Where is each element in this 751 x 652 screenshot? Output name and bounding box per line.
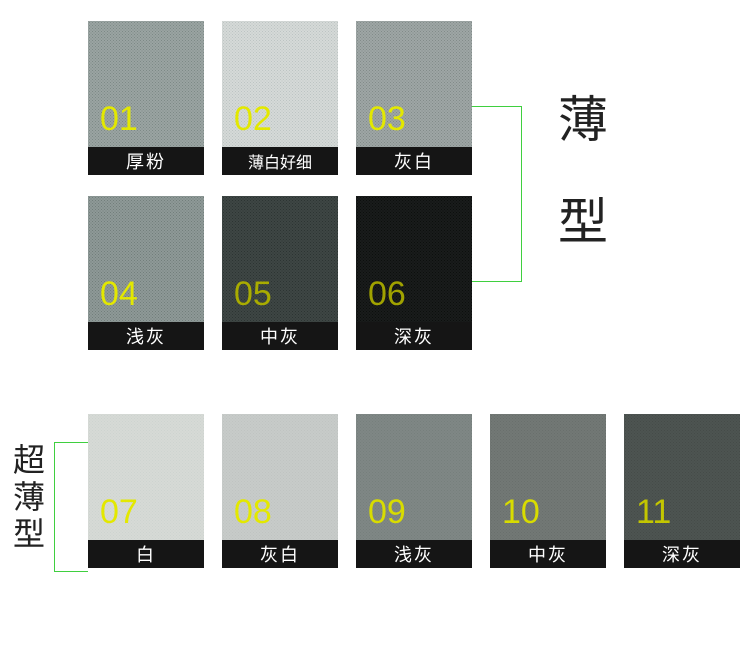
swatch-06: 06 深灰	[356, 196, 472, 350]
category-thin-char2: 型	[558, 194, 608, 252]
swatch-label: 灰白	[356, 147, 472, 175]
swatch-texture: 11	[624, 414, 740, 540]
swatch-number: 01	[100, 100, 138, 139]
swatch-07: 07 白	[88, 414, 204, 568]
swatch-label: 深灰	[356, 322, 472, 350]
swatch-number: 05	[234, 275, 272, 314]
category-thin-char1: 薄	[558, 92, 608, 150]
swatch-01: 01 厚粉	[88, 21, 204, 175]
swatch-label: 中灰	[490, 540, 606, 568]
swatch-label: 浅灰	[356, 540, 472, 568]
bracket-ultra-thin	[54, 442, 88, 572]
swatch-05: 05 中灰	[222, 196, 338, 350]
swatch-number: 07	[100, 493, 138, 532]
swatch-label: 厚粉	[88, 147, 204, 175]
swatch-label: 浅灰	[88, 322, 204, 350]
swatch-label: 白	[88, 540, 204, 568]
swatch-number: 03	[368, 100, 406, 139]
swatch-texture: 01	[88, 21, 204, 147]
bracket-thin	[472, 106, 522, 282]
swatch-number: 06	[368, 275, 406, 314]
category-label-ultra-thin: 超薄型	[12, 442, 46, 552]
swatch-label: 灰白	[222, 540, 338, 568]
swatch-texture: 07	[88, 414, 204, 540]
swatch-10: 10 中灰	[490, 414, 606, 568]
swatch-texture: 09	[356, 414, 472, 540]
swatch-number: 04	[100, 275, 138, 314]
swatch-03: 03 灰白	[356, 21, 472, 175]
swatch-08: 08 灰白	[222, 414, 338, 568]
swatch-texture: 03	[356, 21, 472, 147]
swatch-texture: 06	[356, 196, 472, 322]
swatch-04: 04 浅灰	[88, 196, 204, 350]
swatch-label: 薄白好细	[222, 147, 338, 175]
swatch-label: 深灰	[624, 540, 740, 568]
swatch-number: 08	[234, 493, 272, 532]
swatch-texture: 04	[88, 196, 204, 322]
swatch-number: 10	[502, 493, 540, 532]
swatch-label: 中灰	[222, 322, 338, 350]
swatch-number: 09	[368, 493, 406, 532]
swatch-texture: 10	[490, 414, 606, 540]
swatch-09: 09 浅灰	[356, 414, 472, 568]
swatch-number: 02	[234, 100, 272, 139]
swatch-11: 11 深灰	[624, 414, 740, 568]
swatch-number: 11	[636, 493, 671, 532]
swatch-02: 02 薄白好细	[222, 21, 338, 175]
swatch-texture: 08	[222, 414, 338, 540]
swatch-texture: 02	[222, 21, 338, 147]
category-label-thin: 薄 型	[558, 92, 608, 251]
swatch-texture: 05	[222, 196, 338, 322]
